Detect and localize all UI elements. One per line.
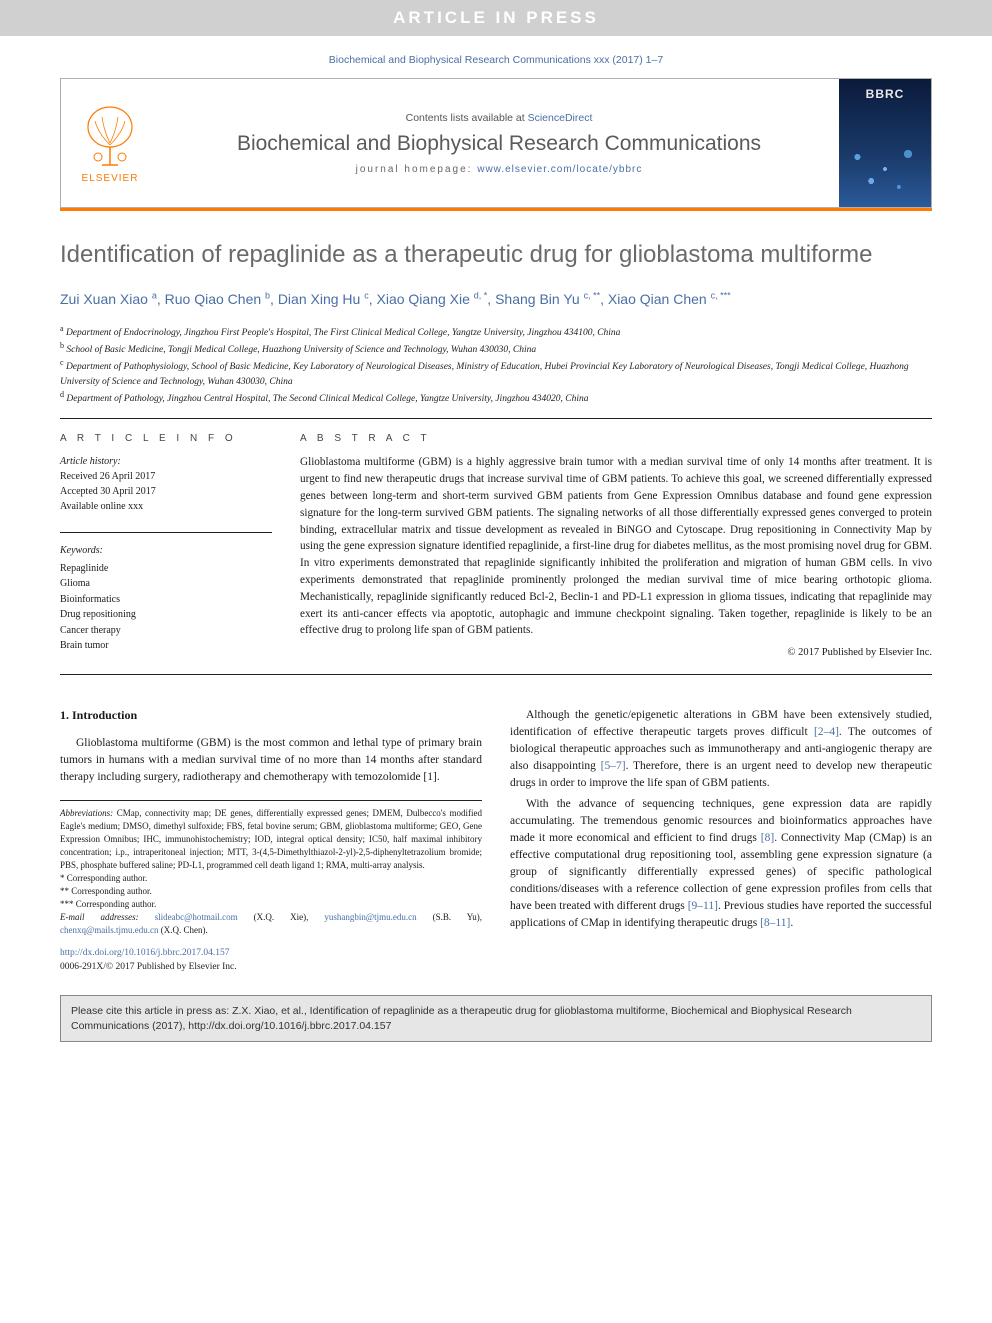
- doi-link[interactable]: http://dx.doi.org/10.1016/j.bbrc.2017.04…: [60, 948, 230, 958]
- keywords-label: Keywords:: [60, 543, 272, 559]
- email-who-3: (X.Q. Chen).: [159, 925, 208, 935]
- email-who-2: (S.B. Yu),: [417, 912, 482, 922]
- ref-link[interactable]: [2–4]: [814, 726, 839, 738]
- article-history: Article history: Received 26 April 2017 …: [60, 454, 272, 514]
- affiliation: b School of Basic Medicine, Tongji Medic…: [60, 340, 932, 357]
- accepted-date: Accepted 30 April 2017: [60, 486, 156, 497]
- ref-link[interactable]: [5–7]: [601, 760, 626, 772]
- elsevier-tree-icon: [80, 103, 140, 171]
- email-link-3[interactable]: chenxq@mails.tjmu.edu.cn: [60, 925, 159, 935]
- publisher-logo: ELSEVIER: [61, 79, 159, 207]
- contents-available-line: Contents lists available at ScienceDirec…: [406, 112, 593, 124]
- email-link-1[interactable]: slideabc@hotmail.com: [155, 912, 238, 922]
- journal-cover-thumbnail: BBRC: [839, 79, 931, 207]
- abstract-text: Glioblastoma multiforme (GBM) is a highl…: [300, 454, 932, 639]
- affiliation: d Department of Pathology, Jingzhou Cent…: [60, 389, 932, 406]
- doi-block: http://dx.doi.org/10.1016/j.bbrc.2017.04…: [60, 947, 482, 975]
- ref-link[interactable]: [9–11]: [688, 900, 718, 912]
- publisher-brand-text: ELSEVIER: [82, 173, 139, 184]
- divider: [60, 674, 932, 675]
- abstract-copyright: © 2017 Published by Elsevier Inc.: [300, 647, 932, 658]
- keyword: Cancer therapy: [60, 623, 272, 639]
- abbr-text: CMap, connectivity map; DE genes, differ…: [60, 808, 482, 870]
- journal-homepage-link[interactable]: www.elsevier.com/locate/ybbrc: [477, 164, 642, 175]
- article-in-press-banner: ARTICLE IN PRESS: [0, 0, 992, 36]
- received-date: Received 26 April 2017: [60, 471, 155, 482]
- divider: [60, 418, 932, 419]
- article-info-label: A R T I C L E I N F O: [60, 433, 272, 444]
- ref-link[interactable]: [8]: [761, 832, 774, 844]
- abstract-label: A B S T R A C T: [300, 433, 932, 444]
- email-addresses: E-mail addresses: slideabc@hotmail.com (…: [60, 911, 482, 937]
- issn-line: 0006-291X/© 2017 Published by Elsevier I…: [60, 962, 237, 972]
- intro-p1: Glioblastoma multiforme (GBM) is the mos…: [60, 735, 482, 786]
- email-who-1: (X.Q. Xie),: [238, 912, 325, 922]
- journal-header: ELSEVIER Contents lists available at Sci…: [60, 78, 932, 208]
- abbr-label: Abbreviations:: [60, 808, 113, 818]
- affiliation: a Department of Endocrinology, Jingzhou …: [60, 323, 932, 340]
- affiliations: a Department of Endocrinology, Jingzhou …: [60, 323, 932, 407]
- header-center: Contents lists available at ScienceDirec…: [159, 79, 839, 207]
- keyword: Drug repositioning: [60, 607, 272, 623]
- keyword: Bioinformatics: [60, 592, 272, 608]
- body-columns: 1. Introduction Glioblastoma multiforme …: [60, 707, 932, 975]
- email-label: E-mail addresses:: [60, 912, 155, 922]
- online-date: Available online xxx: [60, 501, 143, 512]
- journal-homepage-line: journal homepage: www.elsevier.com/locat…: [356, 164, 643, 175]
- keywords-block: Keywords: RepaglinideGliomaBioinformatic…: [60, 543, 272, 654]
- keyword: Brain tumor: [60, 638, 272, 654]
- divider: [60, 532, 272, 533]
- corr-author-2: ** Corresponding author.: [60, 885, 482, 898]
- journal-abbr: BBRC: [866, 87, 905, 101]
- journal-name: Biochemical and Biophysical Research Com…: [237, 132, 761, 156]
- affiliation: c Department of Pathophysiology, School …: [60, 357, 932, 389]
- footnote-block: Abbreviations: CMap, connectivity map; D…: [60, 800, 482, 975]
- intro-heading: 1. Introduction: [60, 707, 482, 725]
- sciencedirect-link[interactable]: ScienceDirect: [528, 112, 593, 124]
- contents-prefix: Contents lists available at: [406, 112, 528, 124]
- article-info-column: A R T I C L E I N F O Article history: R…: [60, 433, 272, 658]
- homepage-prefix: journal homepage:: [356, 164, 478, 175]
- abbreviations: Abbreviations: CMap, connectivity map; D…: [60, 807, 482, 872]
- abstract-column: A B S T R A C T Glioblastoma multiforme …: [300, 433, 932, 658]
- cover-art-icon: [839, 139, 931, 199]
- cite-this-article-box: Please cite this article in press as: Z.…: [60, 995, 932, 1042]
- keyword: Glioma: [60, 576, 272, 592]
- email-link-2[interactable]: yushangbin@tjmu.edu.cn: [324, 912, 416, 922]
- corr-author-1: * Corresponding author.: [60, 872, 482, 885]
- citation-header: Biochemical and Biophysical Research Com…: [0, 36, 992, 78]
- intro-p2: Although the genetic/epigenetic alterati…: [510, 707, 932, 792]
- keyword: Repaglinide: [60, 561, 272, 577]
- author-list: Zui Xuan Xiao a, Ruo Qiao Chen b, Dian X…: [60, 288, 932, 310]
- intro-p3: With the advance of sequencing technique…: [510, 796, 932, 932]
- corr-author-3: *** Corresponding author.: [60, 898, 482, 911]
- article-title: Identification of repaglinide as a thera…: [60, 239, 932, 270]
- ref-link[interactable]: [8–11]: [760, 917, 790, 929]
- history-label: Article history:: [60, 456, 121, 467]
